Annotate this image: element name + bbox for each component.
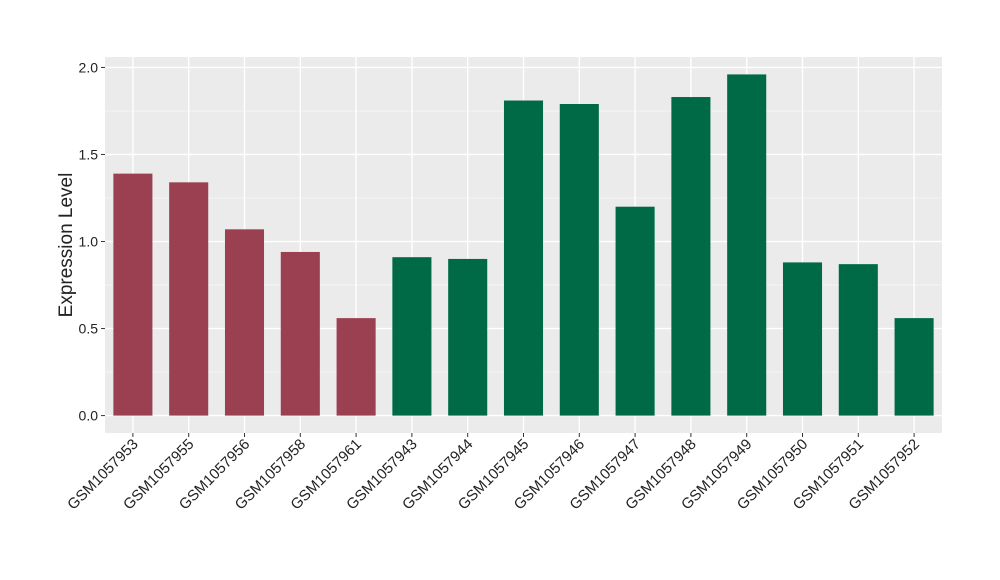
y-axis-title: Expression Level xyxy=(56,173,77,318)
bar xyxy=(169,182,209,416)
bar xyxy=(224,229,265,416)
bar xyxy=(727,74,767,416)
bar xyxy=(559,104,599,416)
y-tick-label: 0.0 xyxy=(79,408,99,424)
bar xyxy=(671,97,711,416)
bar xyxy=(615,206,655,416)
bar xyxy=(392,257,432,416)
y-tick-label: 1.5 xyxy=(79,146,99,162)
bar xyxy=(503,100,544,416)
y-tick-label: 2.0 xyxy=(79,59,99,75)
y-tick-label: 0.5 xyxy=(79,321,99,337)
y-tick-label: 1.0 xyxy=(79,234,99,250)
bar xyxy=(838,264,878,416)
bar xyxy=(448,258,488,416)
bar xyxy=(113,173,153,416)
bar xyxy=(336,318,376,416)
bar xyxy=(782,262,823,416)
bar xyxy=(894,318,934,416)
bar xyxy=(280,251,320,416)
